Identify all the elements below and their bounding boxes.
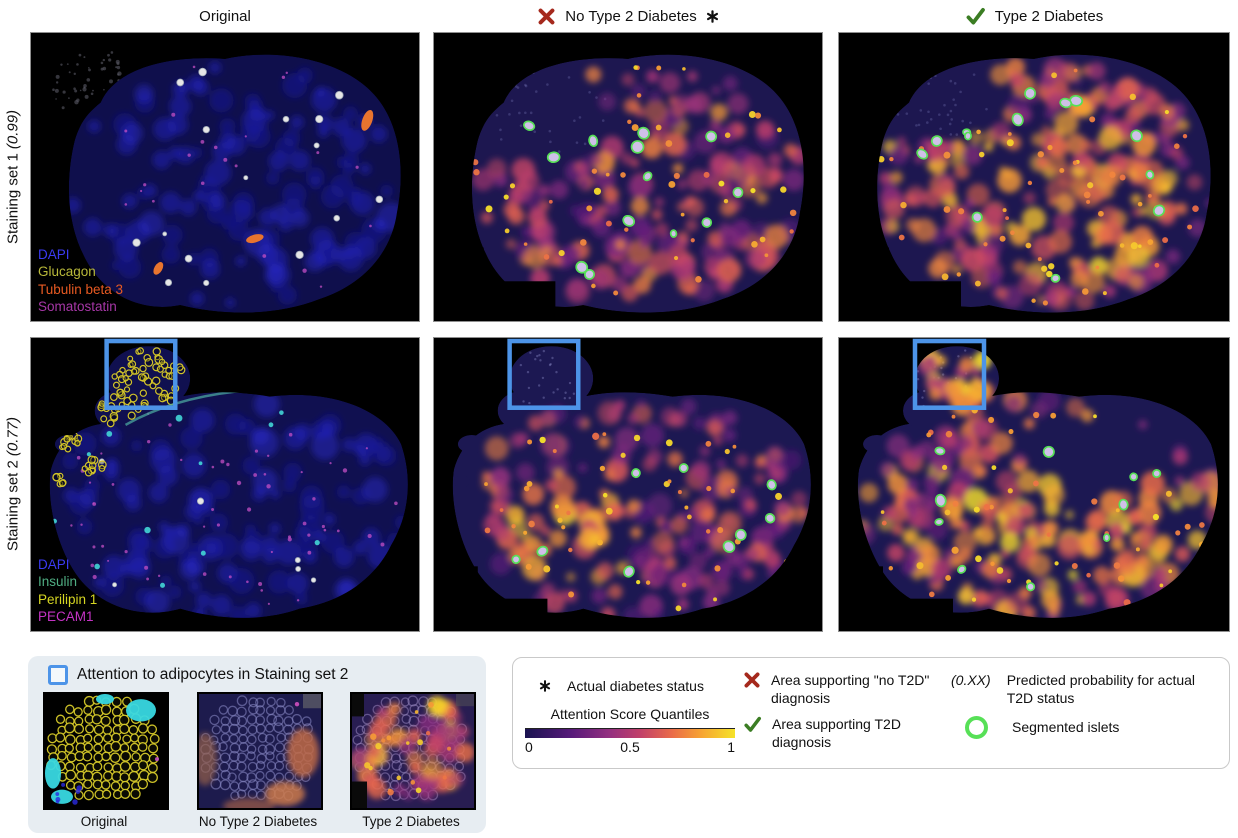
column-header-original-label: Original [199,7,251,25]
panel-staining1-t2d-attention [838,32,1230,322]
column-header-no-t2d: No Type 2 Diabetes [433,4,823,28]
green-check-icon [965,6,986,27]
inset-header: Attention to adipocytes in Staining set … [48,665,348,685]
green-check-icon [743,715,762,734]
column-header-no-t2d-label: No Type 2 Diabetes [565,7,697,25]
red-x-icon [537,7,556,26]
legend-no-t2d-area: Area supporting "no T2D" diagnosis [743,671,949,707]
colorbar-ticks: 0 0.5 1 [525,739,735,755]
panel-staining1-no-t2d-attention [433,32,823,322]
legend-box: Actual diabetes status Attention Score Q… [512,657,1230,769]
legend-probability: (0.XX) Predicted probability for actual … [951,671,1199,707]
colorbar-title: Attention Score Quantiles [550,706,710,722]
probability-symbol: (0.XX) [951,672,991,688]
inset-thumb-original [43,692,169,810]
legend-actual-status: Actual diabetes status [539,677,704,695]
legend-no-t2d-area-label: Area supporting "no T2D" diagnosis [771,672,930,707]
row-label-2-text: Staining set 2 [4,460,22,552]
row-label-1-text: Staining set 1 [4,153,22,245]
panel-staining2-original: DAPI Insulin Perilipin 1 PECAM1 [30,337,420,632]
row-label-2-probability: (0.77) [4,416,22,457]
column-header-original: Original [30,4,420,28]
panel-staining2-no-t2d-attention [433,337,823,632]
segmented-islet-icon [965,716,988,739]
inset-title: Attention to adipocytes in Staining set … [77,666,349,683]
panel-staining1-original: DAPI Glucagon Tubulin beta 3 Somatostati… [30,32,420,322]
row-label-staining-set-1: Staining set 1 (0.99) [5,110,22,244]
colorbar-tick-0: 0 [525,739,533,755]
column-header-t2d-label: Type 2 Diabetes [994,7,1104,25]
inset-thumb-no-t2d [197,692,323,810]
inset-caption-t2d: Type 2 Diabetes [362,814,460,829]
panel-staining2-t2d-attention [838,337,1230,632]
actual-status-star-icon [706,9,719,23]
legend-islets: Segmented islets [965,716,1119,739]
red-x-icon [743,671,761,689]
legend-islets-label: Segmented islets [1012,719,1120,736]
attention-colorbar [525,728,735,738]
inset-thumb-t2d [350,692,476,810]
colorbar-tick-05: 0.5 [620,739,640,755]
row-label-staining-set-2: Staining set 2 (0.77) [5,417,22,551]
row-label-1-probability: (0.99) [4,109,22,150]
adipocyte-inset-box: Attention to adipocytes in Staining set … [28,656,486,833]
colorbar-tick-1: 1 [727,739,735,755]
column-header-t2d: Type 2 Diabetes [838,4,1230,28]
legend-t2d-area-label: Area supporting T2D diagnosis [772,716,901,751]
blue-square-icon [48,665,68,685]
star-icon [539,680,551,692]
inset-caption-no-t2d: No Type 2 Diabetes [198,814,318,829]
legend-probability-label: Predicted probability for actual T2D sta… [1006,672,1196,707]
legend-t2d-area: Area supporting T2D diagnosis [743,715,949,751]
legend-actual-status-label: Actual diabetes status [567,678,704,694]
inset-caption-original: Original [80,814,128,829]
